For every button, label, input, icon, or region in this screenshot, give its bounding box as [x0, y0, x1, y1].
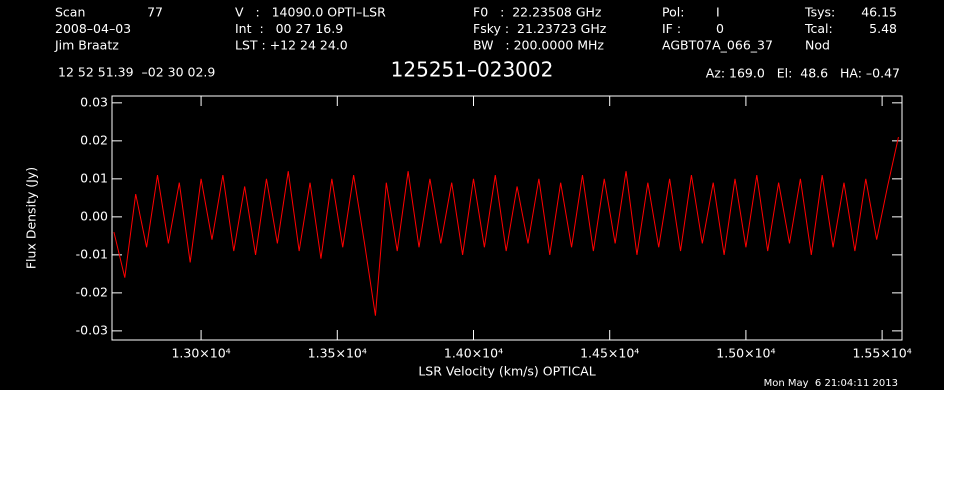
timestamp: Mon May 6 21:04:11 2013 — [764, 378, 898, 389]
spectrum-line — [113, 136, 899, 316]
plot-background — [0, 0, 944, 390]
x-axis-label: LSR Velocity (km/s) OPTICAL — [418, 364, 595, 379]
header-field: Pol: — [662, 5, 684, 20]
header-field: IF : — [662, 21, 681, 36]
header-field: Tcal: — [804, 21, 833, 36]
header-field: AGBT07A_066_37 — [662, 38, 773, 53]
header-field: 5.48 — [869, 21, 897, 36]
header-field: LST : +12 24 24.0 — [235, 38, 348, 53]
header-field: F0 : 22.23508 GHz — [473, 5, 602, 20]
header-field: BW : 200.0000 MHz — [473, 38, 604, 53]
header-field: Int : 00 27 16.9 — [235, 21, 343, 36]
header-field: Fsky : 21.23723 GHz — [473, 21, 607, 36]
x-tick-label: 1.55×10⁴ — [852, 346, 911, 361]
x-tick-label: 1.50×10⁴ — [716, 346, 775, 361]
header-field: 2008–04–03 — [55, 21, 131, 36]
x-tick-label: 1.45×10⁴ — [580, 346, 639, 361]
header-field: Scan — [55, 5, 85, 20]
y-tick-label: 0.01 — [80, 170, 108, 185]
y-tick-label: 0.03 — [80, 94, 108, 109]
pointing: Az: 169.0 El: 48.6 HA: –0.47 — [706, 66, 900, 81]
header-field: Tsys: — [804, 5, 835, 20]
header-field: V : 14090.0 OPTI–LSR — [235, 5, 386, 20]
y-tick-label: -0.02 — [76, 284, 108, 299]
header-field: Jim Braatz — [54, 38, 119, 53]
header-field: 46.15 — [861, 5, 897, 20]
coordinates: 12 52 51.39 –02 30 02.9 — [58, 65, 215, 80]
plot-frame — [111, 95, 903, 341]
x-tick-label: 1.30×10⁴ — [171, 346, 230, 361]
chart-title: 125251–023002 — [391, 58, 554, 82]
x-tick-label: 1.35×10⁴ — [308, 346, 367, 361]
y-tick-label: -0.03 — [76, 322, 108, 337]
header-field: Nod — [805, 38, 830, 53]
y-axis-label: Flux Density (Jy) — [24, 167, 39, 269]
header-field: I — [716, 5, 720, 20]
header-field: 77 — [147, 5, 163, 20]
y-tick-label: 0.00 — [80, 208, 108, 223]
x-tick-label: 1.40×10⁴ — [444, 346, 503, 361]
y-tick-label: -0.01 — [76, 246, 108, 261]
header-field: 0 — [716, 21, 724, 36]
y-tick-label: 0.02 — [80, 132, 108, 147]
